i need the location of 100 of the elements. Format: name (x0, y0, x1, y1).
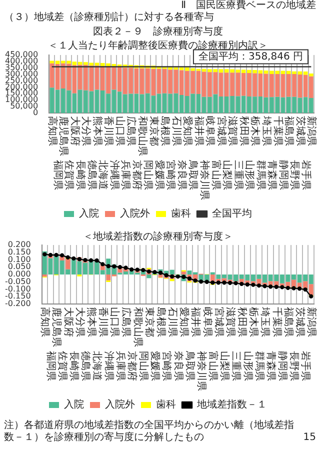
y-tick-label: -0.100 (4, 284, 31, 294)
y-tick-label: 0.000 (8, 270, 31, 279)
x-tick-label: 香川県 (97, 307, 110, 337)
x-tick-label: 福井県 (192, 116, 205, 146)
x-tick-label: 大分県 (80, 116, 92, 146)
x-tick-label: 佐賀県 (63, 160, 76, 190)
x-tick-label: 富山県 (207, 351, 220, 381)
x-tick-label: 石川県 (170, 116, 182, 146)
legend-label: 入院 (64, 398, 84, 411)
x-tick-label: 山形県 (242, 351, 254, 381)
x-tick-label: 静岡県 (276, 351, 289, 381)
x-tick-label: 熊本県 (91, 116, 104, 146)
x-tick-label: 北海道 (97, 160, 110, 190)
x-tick-label: 宮城県 (215, 116, 228, 146)
y-tick-label: 0 (32, 108, 38, 118)
y-tick-label: 0.150 (8, 247, 31, 256)
x-tick-label: 北海道 (91, 351, 104, 381)
x-tick-label: 東京都 (148, 116, 160, 146)
x-tick-label: 福井県 (190, 307, 202, 337)
x-tick-label: 京都府 (130, 160, 143, 190)
y-tick-label: 200,000 (4, 82, 38, 92)
x-tick-label: 栃木県 (249, 116, 262, 146)
x-tick-label: 鹿児島県 (58, 116, 70, 156)
y-tick-label: -0.150 (4, 292, 31, 301)
x-tick-label: 秋田県 (236, 307, 248, 337)
x-tick-label: 愛媛県 (153, 160, 166, 190)
x-tick-label: 秋田県 (238, 116, 250, 146)
x-tick-label: 高知県 (39, 307, 52, 337)
x-tick-label: 山口県 (114, 116, 126, 146)
chart-subtitle: ＜１人当たり年齢調整後医療費の診療種別内訳＞ (48, 40, 268, 52)
y-tick-label: 300,000 (4, 69, 38, 78)
legend-label: 全国平均 (212, 208, 252, 220)
annotation: 全国平均：358,846 円 (198, 50, 303, 62)
y-tick-label: -0.200 (4, 299, 31, 308)
y-tick-label: 0.100 (8, 254, 31, 264)
x-tick-label: 神奈川県 (198, 160, 210, 200)
y-tick-label: 0.050 (8, 262, 31, 272)
x-tick-label: 静岡県 (277, 160, 290, 190)
legend-label: 歯科 (156, 398, 176, 411)
x-tick-label: 埼玉県 (259, 306, 272, 337)
x-tick-label: 東京都 (143, 307, 156, 337)
x-tick-label: 大阪府 (68, 116, 81, 146)
x-tick-label: 長野県 (288, 351, 300, 381)
x-tick-label: 広島県 (120, 307, 132, 337)
x-tick-label: 香川県 (102, 116, 115, 146)
x-tick-label: 山梨県 (218, 351, 231, 381)
text: 15 (303, 432, 316, 444)
x-tick-label: 岡山県 (142, 160, 154, 190)
legend-label: 入院外 (105, 398, 135, 411)
x-tick-label: 岩手県 (300, 351, 312, 381)
y-tick-label: -0.050 (4, 276, 31, 286)
x-tick-label: 徳島県 (80, 351, 92, 381)
x-tick-label: 宮崎県 (160, 351, 173, 381)
x-tick-label: 福岡県 (44, 351, 57, 381)
x-tick-label: 青森県 (266, 160, 278, 190)
x-tick-label: 新潟県 (306, 307, 318, 337)
x-tick-label: 京都府 (126, 351, 138, 381)
chart-title: 図表２－９ 診療種別寄与度 (93, 26, 223, 38)
x-tick-label: 和歌山県 (136, 116, 148, 156)
x-tick-label: 岐阜県 (204, 116, 216, 146)
x-tick-label: 埼玉県 (260, 115, 272, 146)
x-tick-label: 福岡県 (52, 160, 64, 190)
x-tick-label: 三重県 (230, 351, 242, 381)
x-tick-label: 茨城県 (294, 307, 306, 337)
x-tick-label: 鳥取県 (184, 350, 196, 381)
y-tick-label: 150,000 (4, 88, 38, 98)
x-tick-label: 宮城県 (212, 307, 225, 337)
x-tick-label: 岐阜県 (201, 307, 214, 337)
x-tick-label: 奈良県 (172, 351, 184, 381)
x-tick-label: 石川県 (166, 307, 179, 337)
text: 注）各都道府県の地域差指数の全国平均からのかい離（地域差指数－１）を診療種別の寄与度に分解したもの (4, 420, 295, 444)
y-tick-label: 0.200 (8, 240, 31, 250)
x-tick-label: 群馬県 (254, 160, 267, 190)
x-tick-label: 滋賀県 (226, 116, 239, 146)
x-tick-label: 新潟県 (306, 116, 318, 146)
x-tick-label: 兵庫県 (120, 160, 132, 190)
x-tick-label: 千葉県 (270, 307, 283, 337)
x-tick-label: 青森県 (264, 351, 277, 381)
x-tick-label: 長野県 (288, 160, 300, 190)
x-tick-label: 鹿児島県 (50, 307, 63, 347)
legend-label: 入院 (79, 208, 99, 220)
x-tick-label: 山梨県 (221, 160, 234, 190)
x-tick-label: 大分県 (74, 307, 86, 337)
x-tick-label: 兵庫県 (114, 351, 126, 381)
x-tick-label: 鳥取県 (187, 159, 200, 190)
x-tick-label: 高知県 (46, 116, 58, 146)
x-tick-label: 徳島県 (86, 160, 98, 190)
y-tick-label: 450,000 (4, 50, 38, 60)
legend-label: 入院外 (120, 208, 150, 220)
legend-label: 地域差指数－１ (196, 398, 267, 411)
x-tick-label: 福島県 (282, 307, 294, 337)
x-tick-label: 山口県 (108, 307, 121, 337)
y-tick-label: 50,000 (10, 102, 38, 111)
x-tick-label: 岩手県 (300, 160, 312, 190)
x-tick-label: 三重県 (232, 160, 244, 190)
x-tick-label: 大阪府 (62, 307, 74, 337)
x-tick-label: 富山県 (210, 160, 222, 190)
x-tick-label: 和歌山県 (132, 307, 144, 347)
x-tick-label: 広島県 (125, 116, 138, 146)
x-tick-label: 愛知県 (178, 307, 190, 337)
